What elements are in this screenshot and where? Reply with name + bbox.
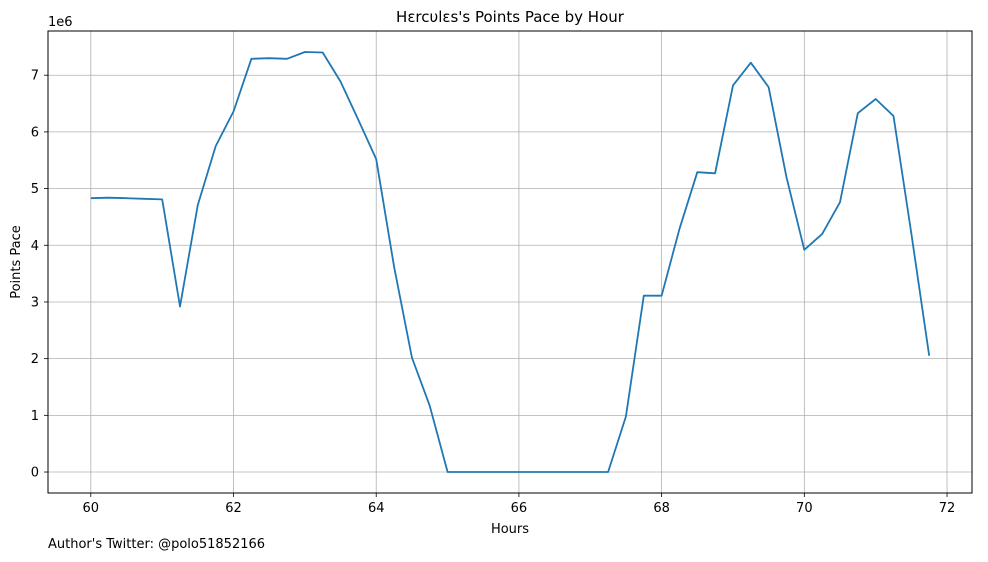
x-tick-label: 64 <box>368 501 385 516</box>
x-tick-label: 68 <box>653 501 670 516</box>
y-axis-offset-label: 1e6 <box>48 15 73 30</box>
x-tick-label: 60 <box>83 501 100 516</box>
y-tick-label: 2 <box>31 352 39 367</box>
y-tick-label: 4 <box>31 239 39 254</box>
x-tick-label: 66 <box>511 501 528 516</box>
x-tick-label: 62 <box>225 501 242 516</box>
y-tick-label: 1 <box>31 409 39 424</box>
author-credit: Author's Twitter: @polo51852166 <box>48 537 266 552</box>
y-tick-label: 5 <box>31 182 39 197</box>
chart-title: Hɛrcυlɛs's Points Pace by Hour <box>396 8 625 26</box>
y-tick-label: 3 <box>31 295 39 310</box>
series-layer <box>90 51 931 473</box>
series-line <box>90 51 931 473</box>
y-tick-label: 0 <box>31 466 39 481</box>
y-tick-label: 6 <box>31 125 39 140</box>
x-axis-label: Hours <box>491 522 529 537</box>
y-axis-label: Points Pace <box>9 225 24 299</box>
y-tick-label: 7 <box>31 69 39 84</box>
x-tick-label: 72 <box>939 501 956 516</box>
axis-ticks: 60 62 64 66 68 70 72 0 1 2 3 4 5 6 7 <box>31 69 956 516</box>
grid <box>48 31 972 493</box>
x-tick-label: 70 <box>796 501 813 516</box>
plot-frame <box>47 30 973 494</box>
